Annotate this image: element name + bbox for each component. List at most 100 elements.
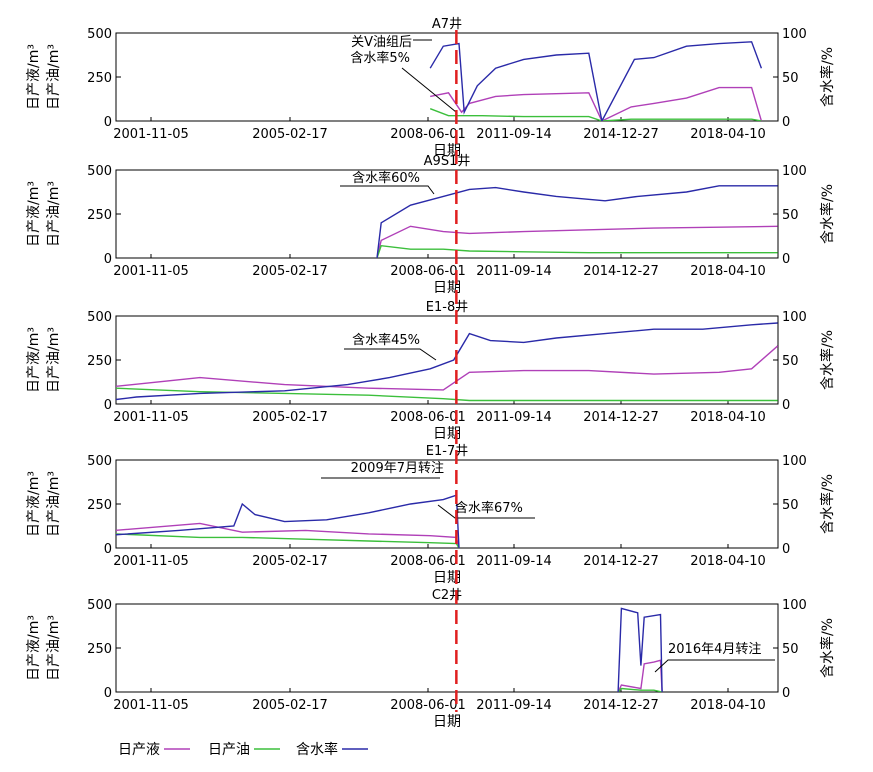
chart-panel-4: E1-7井 0 250 500 0 50 100 2001-11-05 2005-02-17 20… xyxy=(26,444,836,586)
chart-panel-1: A7井 0 250 500 0 50 100 2001-11-05 2005-02-17 2008… xyxy=(26,17,836,159)
y-right-tick-label: 50 xyxy=(782,498,799,513)
y-left-axis-label: 日产液/m³ xyxy=(26,181,42,247)
series-line-liquid xyxy=(116,522,460,548)
series-line-oil xyxy=(429,108,762,121)
y-right-tick-label: 0 xyxy=(782,686,790,701)
y-right-tick-label: 100 xyxy=(782,454,807,469)
y-right-tick-label: 100 xyxy=(782,598,807,613)
x-tick-label: 2014-12-27 xyxy=(583,554,659,569)
chart-title: A9S1井 xyxy=(424,154,471,169)
chart-panel-3: E1-8井 0 250 500 0 50 100 2001-11-05 2005-02-17 20… xyxy=(26,300,836,442)
x-tick-label: 2008-06-01 xyxy=(390,410,466,425)
y-left-tick-label: 500 xyxy=(87,454,112,469)
x-axis-label: 日期 xyxy=(433,143,461,159)
y-right-tick-label: 0 xyxy=(782,542,790,557)
y-right-tick-label: 50 xyxy=(782,354,799,369)
annotation-text: 2009年7月转注 xyxy=(351,461,444,476)
series-line-liquid xyxy=(430,86,763,121)
x-tick-label: 2001-11-05 xyxy=(113,264,189,279)
x-tick-label: 2001-11-05 xyxy=(113,698,189,713)
plot-frame xyxy=(115,459,779,549)
y-left-tick-label: 250 xyxy=(87,354,112,369)
y-right-axis-label: 含水率/% xyxy=(819,474,836,534)
legend-label: 日产油 xyxy=(208,742,250,758)
chart-title: E1-7井 xyxy=(426,444,468,459)
y-right-tick-label: 100 xyxy=(782,164,807,179)
y-left-tick-label: 500 xyxy=(87,164,112,179)
y-right-axis-label: 含水率/% xyxy=(819,330,836,390)
series-line-oil xyxy=(116,387,778,402)
y-left-tick-label: 250 xyxy=(87,208,112,223)
y-right-axis-label: 含水率/% xyxy=(819,618,836,678)
chart-title: A7井 xyxy=(432,17,462,32)
x-tick-label: 2005-02-17 xyxy=(252,264,328,279)
series-line-water-cut xyxy=(116,322,778,401)
y-left-axis-label: 日产油/m³ xyxy=(46,327,62,393)
x-tick-label: 2011-09-14 xyxy=(476,554,552,569)
chart-title: E1-8井 xyxy=(426,300,468,315)
annotation-text: 含水率60% xyxy=(352,170,420,186)
x-tick-label: 2011-09-14 xyxy=(476,410,552,425)
y-right-tick-label: 0 xyxy=(782,252,790,267)
annotation-text: 含水率45% xyxy=(352,332,420,348)
annotation-leader xyxy=(340,185,435,195)
y-right-axis-label: 含水率/% xyxy=(819,47,836,107)
y-left-tick-label: 0 xyxy=(104,686,112,701)
y-left-axis-label: 日产油/m³ xyxy=(46,181,62,247)
y-left-axis-label: 日产油/m³ xyxy=(46,471,62,537)
x-tick-label: 2008-06-01 xyxy=(390,264,466,279)
legend-label: 日产液 xyxy=(118,742,160,758)
y-right-axis-label: 含水率/% xyxy=(819,184,836,244)
chart-panel-2: A9S1井 0 250 500 0 50 100 2001-11-05 2005-02-17 20… xyxy=(26,154,836,296)
annotation-text: 关V油组后 xyxy=(351,35,412,50)
y-left-tick-label: 0 xyxy=(104,252,112,267)
x-tick-label: 2018-04-10 xyxy=(690,264,766,279)
annotation-leader xyxy=(654,659,775,673)
series-line-liquid xyxy=(617,659,663,692)
series-line-water-cut xyxy=(429,41,763,121)
series-line-liquid xyxy=(116,345,778,391)
y-right-tick-label: 100 xyxy=(782,310,807,325)
y-left-axis-label: 日产液/m³ xyxy=(26,471,42,537)
series-line-oil xyxy=(116,533,460,548)
y-left-tick-label: 250 xyxy=(87,642,112,657)
chart-title: C2井 xyxy=(432,588,462,603)
annotation-leader xyxy=(344,348,437,361)
annotation-text: 2016年4月转注 xyxy=(668,642,761,657)
x-tick-label: 2011-09-14 xyxy=(476,264,552,279)
series-line-water-cut xyxy=(617,607,663,692)
x-tick-label: 2018-04-10 xyxy=(690,698,766,713)
y-left-axis-label: 日产液/m³ xyxy=(26,327,42,393)
x-tick-label: 2014-12-27 xyxy=(583,698,659,713)
y-left-axis-label: 日产液/m³ xyxy=(26,44,42,110)
x-tick-label: 2005-02-17 xyxy=(252,127,328,142)
y-left-axis-label: 日产液/m³ xyxy=(26,615,42,681)
annotation-text: 含水率67% xyxy=(455,500,523,516)
x-tick-label: 2008-06-01 xyxy=(390,127,466,142)
y-left-axis-label: 日产油/m³ xyxy=(46,44,62,110)
x-tick-label: 2018-04-10 xyxy=(690,410,766,425)
annotation-leader xyxy=(437,504,535,519)
y-left-tick-label: 250 xyxy=(87,71,112,86)
x-tick-label: 2005-02-17 xyxy=(252,698,328,713)
y-left-tick-label: 0 xyxy=(104,398,112,413)
x-tick-label: 2008-06-01 xyxy=(390,698,466,713)
y-left-tick-label: 500 xyxy=(87,310,112,325)
series-line-oil xyxy=(376,244,778,258)
x-tick-label: 2001-11-05 xyxy=(113,410,189,425)
annotation-text: 含水率5% xyxy=(350,50,410,66)
x-axis-label: 日期 xyxy=(433,426,461,442)
legend-label: 含水率 xyxy=(296,741,338,758)
x-tick-label: 2011-09-14 xyxy=(476,698,552,713)
y-left-tick-label: 500 xyxy=(87,27,112,42)
annotation-leader xyxy=(401,67,457,113)
x-tick-label: 2018-04-10 xyxy=(690,554,766,569)
y-right-tick-label: 50 xyxy=(782,71,799,86)
y-right-tick-label: 50 xyxy=(782,208,799,223)
y-right-tick-label: 0 xyxy=(782,398,790,413)
series-line-water-cut xyxy=(116,494,460,548)
y-left-tick-label: 500 xyxy=(87,598,112,613)
y-right-tick-label: 0 xyxy=(782,115,790,130)
y-right-tick-label: 100 xyxy=(782,27,807,42)
